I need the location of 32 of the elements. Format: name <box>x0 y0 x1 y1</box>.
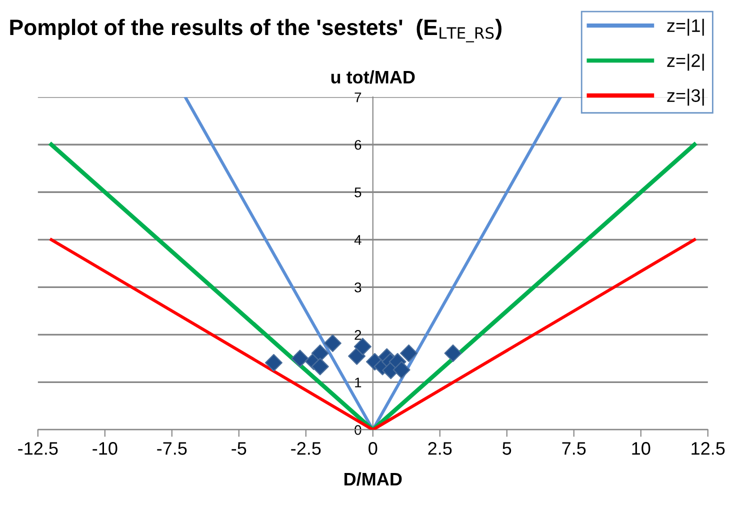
x-tick-label: -12.5 <box>18 442 58 455</box>
x-tick-label: 7.5 <box>562 442 586 455</box>
y-tick-label: 6 <box>354 140 362 150</box>
y-tick-label: 1 <box>355 378 362 388</box>
legend-label: z=|3| <box>667 88 704 106</box>
point <box>392 361 410 379</box>
legend-label: z=|1| <box>667 18 704 36</box>
point <box>324 334 342 352</box>
legend-label: z=|2| <box>667 54 704 71</box>
x-tick-label: -2.5 <box>291 442 321 455</box>
point <box>311 358 329 376</box>
point <box>291 350 309 368</box>
x-tick-label: 2.5 <box>428 442 452 455</box>
y-tick-label: 3 <box>354 282 362 292</box>
x-tick-label: 0 <box>368 442 378 455</box>
y-axis-title: u tot/MAD <box>331 70 415 84</box>
point <box>444 344 462 362</box>
point <box>400 344 418 362</box>
chart-title: Pomplot of the results of the 'sestets' (E$_{LTE_RS}$) <box>10 18 502 42</box>
y-tick-label: 0 <box>354 425 362 435</box>
y-tick-label: 7 <box>354 92 362 102</box>
x-axis-title: D/MAD <box>344 472 402 486</box>
y-tick-label: 4 <box>354 235 362 245</box>
x-tick-label: 5 <box>502 442 512 455</box>
x-tick-label: 12.5 <box>692 442 725 455</box>
point <box>264 354 282 372</box>
y-tick-label: 5 <box>354 188 362 198</box>
x-tick-label: -5 <box>232 442 246 455</box>
x-tick-label: -10 <box>92 442 118 455</box>
x-tick-label: -7.5 <box>157 442 187 455</box>
y-tick-label: 2 <box>354 330 362 340</box>
x-tick-label: 10 <box>632 442 650 455</box>
